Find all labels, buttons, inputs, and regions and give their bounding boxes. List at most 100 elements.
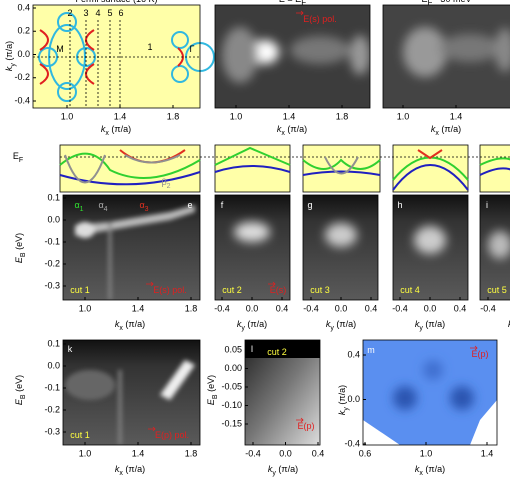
pol-arrow xyxy=(296,417,304,423)
annotation-main: E(s) pol. xyxy=(303,14,337,24)
annotation: E(s) pol. xyxy=(153,285,187,295)
x-axis-label-main: k xyxy=(277,124,282,134)
panel-l-image xyxy=(245,340,320,445)
x-tick-label: 0.4 xyxy=(312,448,325,458)
annotation-main: e xyxy=(187,200,192,210)
annotation: 2 xyxy=(67,8,72,18)
y-tick-label: -0.1 xyxy=(44,236,60,246)
y-axis-label-main: E xyxy=(14,398,24,405)
annotation: E(p) xyxy=(471,349,488,359)
annotation-main: l xyxy=(251,344,253,354)
panel-a-image xyxy=(33,5,215,108)
x-tick-label: 0.0 xyxy=(246,303,259,313)
x-tick-label: 1.8 xyxy=(185,303,198,313)
y-axis-label: EB (eV) xyxy=(206,375,218,405)
x-axis-label-sub: y xyxy=(330,325,334,332)
y-tick-label: 0.2 xyxy=(17,26,30,36)
annotation: 6 xyxy=(118,8,123,18)
annotation-main: E(p) xyxy=(297,421,314,431)
annotation: E(s) pol. xyxy=(303,14,337,24)
panel-title: EF - 30 meV xyxy=(422,0,472,7)
x-tick-label: 1.8 xyxy=(185,448,198,458)
y-axis-label: ky (π/a) xyxy=(337,385,349,415)
annotation-main: 6 xyxy=(118,8,123,18)
y-axis-label: EB (eV) xyxy=(14,375,26,405)
y-axis-label-sub: B xyxy=(20,252,27,257)
x-axis-label: kx (π/a) xyxy=(115,319,145,331)
y-tick-label: -0.05 xyxy=(221,381,242,391)
annotation-main: Γ xyxy=(190,44,195,54)
panel-m-image xyxy=(363,340,497,445)
x-tick-label: -0.4 xyxy=(392,303,408,313)
annotation-main: cut 3 xyxy=(310,285,330,295)
x-tick-label: -0.4 xyxy=(214,303,230,313)
annotation-main: g xyxy=(307,200,312,210)
x-axis-label-unit: (π/a) xyxy=(425,464,445,474)
annotation: g xyxy=(307,200,312,210)
annotation-main: β xyxy=(161,177,166,187)
x-axis-label-sub: x xyxy=(119,470,123,477)
annotation-main: 2 xyxy=(67,8,72,18)
y-tick-label: -0.2 xyxy=(44,258,60,268)
y-tick-label: 0.0 xyxy=(47,360,60,370)
annotation-main: 5 xyxy=(107,8,112,18)
y-tick-label: -0.2 xyxy=(44,404,60,414)
annotation-main: cut 5 xyxy=(487,285,507,295)
annotation-main: α xyxy=(98,200,103,210)
title-sub: F xyxy=(428,0,433,7)
y-tick-label: -0.3 xyxy=(44,426,60,436)
x-axis-label: ky (π/a) xyxy=(415,319,445,331)
y-tick-label: 0.1 xyxy=(47,338,60,348)
y-tick-label: 0.0 xyxy=(17,49,30,59)
annotation: M xyxy=(56,44,64,54)
y-axis-label-sub: B xyxy=(20,394,27,399)
x-axis-label-unit: (π/a) xyxy=(111,124,131,134)
annotation-main: 1 xyxy=(147,42,152,52)
y-tick-label: 0.4 xyxy=(347,349,360,359)
y-axis-label-sub: y xyxy=(10,63,17,67)
pol-arrow xyxy=(470,345,478,351)
annotation: 4 xyxy=(95,8,100,18)
annotation: β2 xyxy=(161,177,170,189)
x-tick-label: 1.0 xyxy=(230,111,243,121)
title-sub: F xyxy=(301,0,306,7)
x-tick-label: 1.4 xyxy=(481,448,494,458)
panel-b-image xyxy=(215,5,370,108)
annotation-main: 3 xyxy=(83,8,88,18)
y-tick-label: 0.1 xyxy=(47,192,60,202)
y-axis-label-unit: (eV) xyxy=(14,375,24,392)
y-tick-label: -0.2 xyxy=(14,72,30,82)
annotation-main: α xyxy=(74,200,79,210)
annotation-main: cut 1 xyxy=(70,430,90,440)
title-main: Fermi surface (16 K) xyxy=(75,0,157,4)
pol-arrow xyxy=(296,10,304,16)
x-axis-label: kx (π/a) xyxy=(415,464,445,476)
y-axis-label-main: E xyxy=(206,398,216,405)
title-main: E = E xyxy=(279,0,301,4)
pol-arrow xyxy=(146,281,154,287)
x-tick-label: 0.4 xyxy=(454,303,467,313)
x-axis-label: kx (π/a) xyxy=(431,124,461,136)
x-axis-label: ky (π/a) xyxy=(237,319,267,331)
x-tick-label: 0.0 xyxy=(335,303,348,313)
annotation: α3 xyxy=(139,200,148,212)
panel-e-image xyxy=(63,195,200,300)
title-main: E xyxy=(422,0,428,4)
cut-images xyxy=(215,195,510,300)
annotation: E(p) xyxy=(297,421,314,431)
annotation-sub: 4 xyxy=(104,206,108,213)
x-axis-label-main: k xyxy=(268,464,273,474)
y-axis-label-unit: (π/a) xyxy=(337,385,347,405)
x-tick-label: 1.8 xyxy=(336,111,349,121)
annotation: m xyxy=(367,345,375,355)
annotation: cut 1 xyxy=(70,285,90,295)
x-axis-label: kx (π/a) xyxy=(277,124,307,136)
annotation: cut 1 xyxy=(70,430,90,440)
x-tick-label: 0.6 xyxy=(359,448,372,458)
annotation: cut 2 xyxy=(222,285,242,295)
x-tick-label: -0.4 xyxy=(480,303,496,313)
y-axis-label-unit: (eV) xyxy=(206,375,216,392)
x-axis-label-main: k xyxy=(508,319,510,329)
panel-title: E = EF xyxy=(279,0,306,7)
y-tick-label: -0.10 xyxy=(221,400,242,410)
